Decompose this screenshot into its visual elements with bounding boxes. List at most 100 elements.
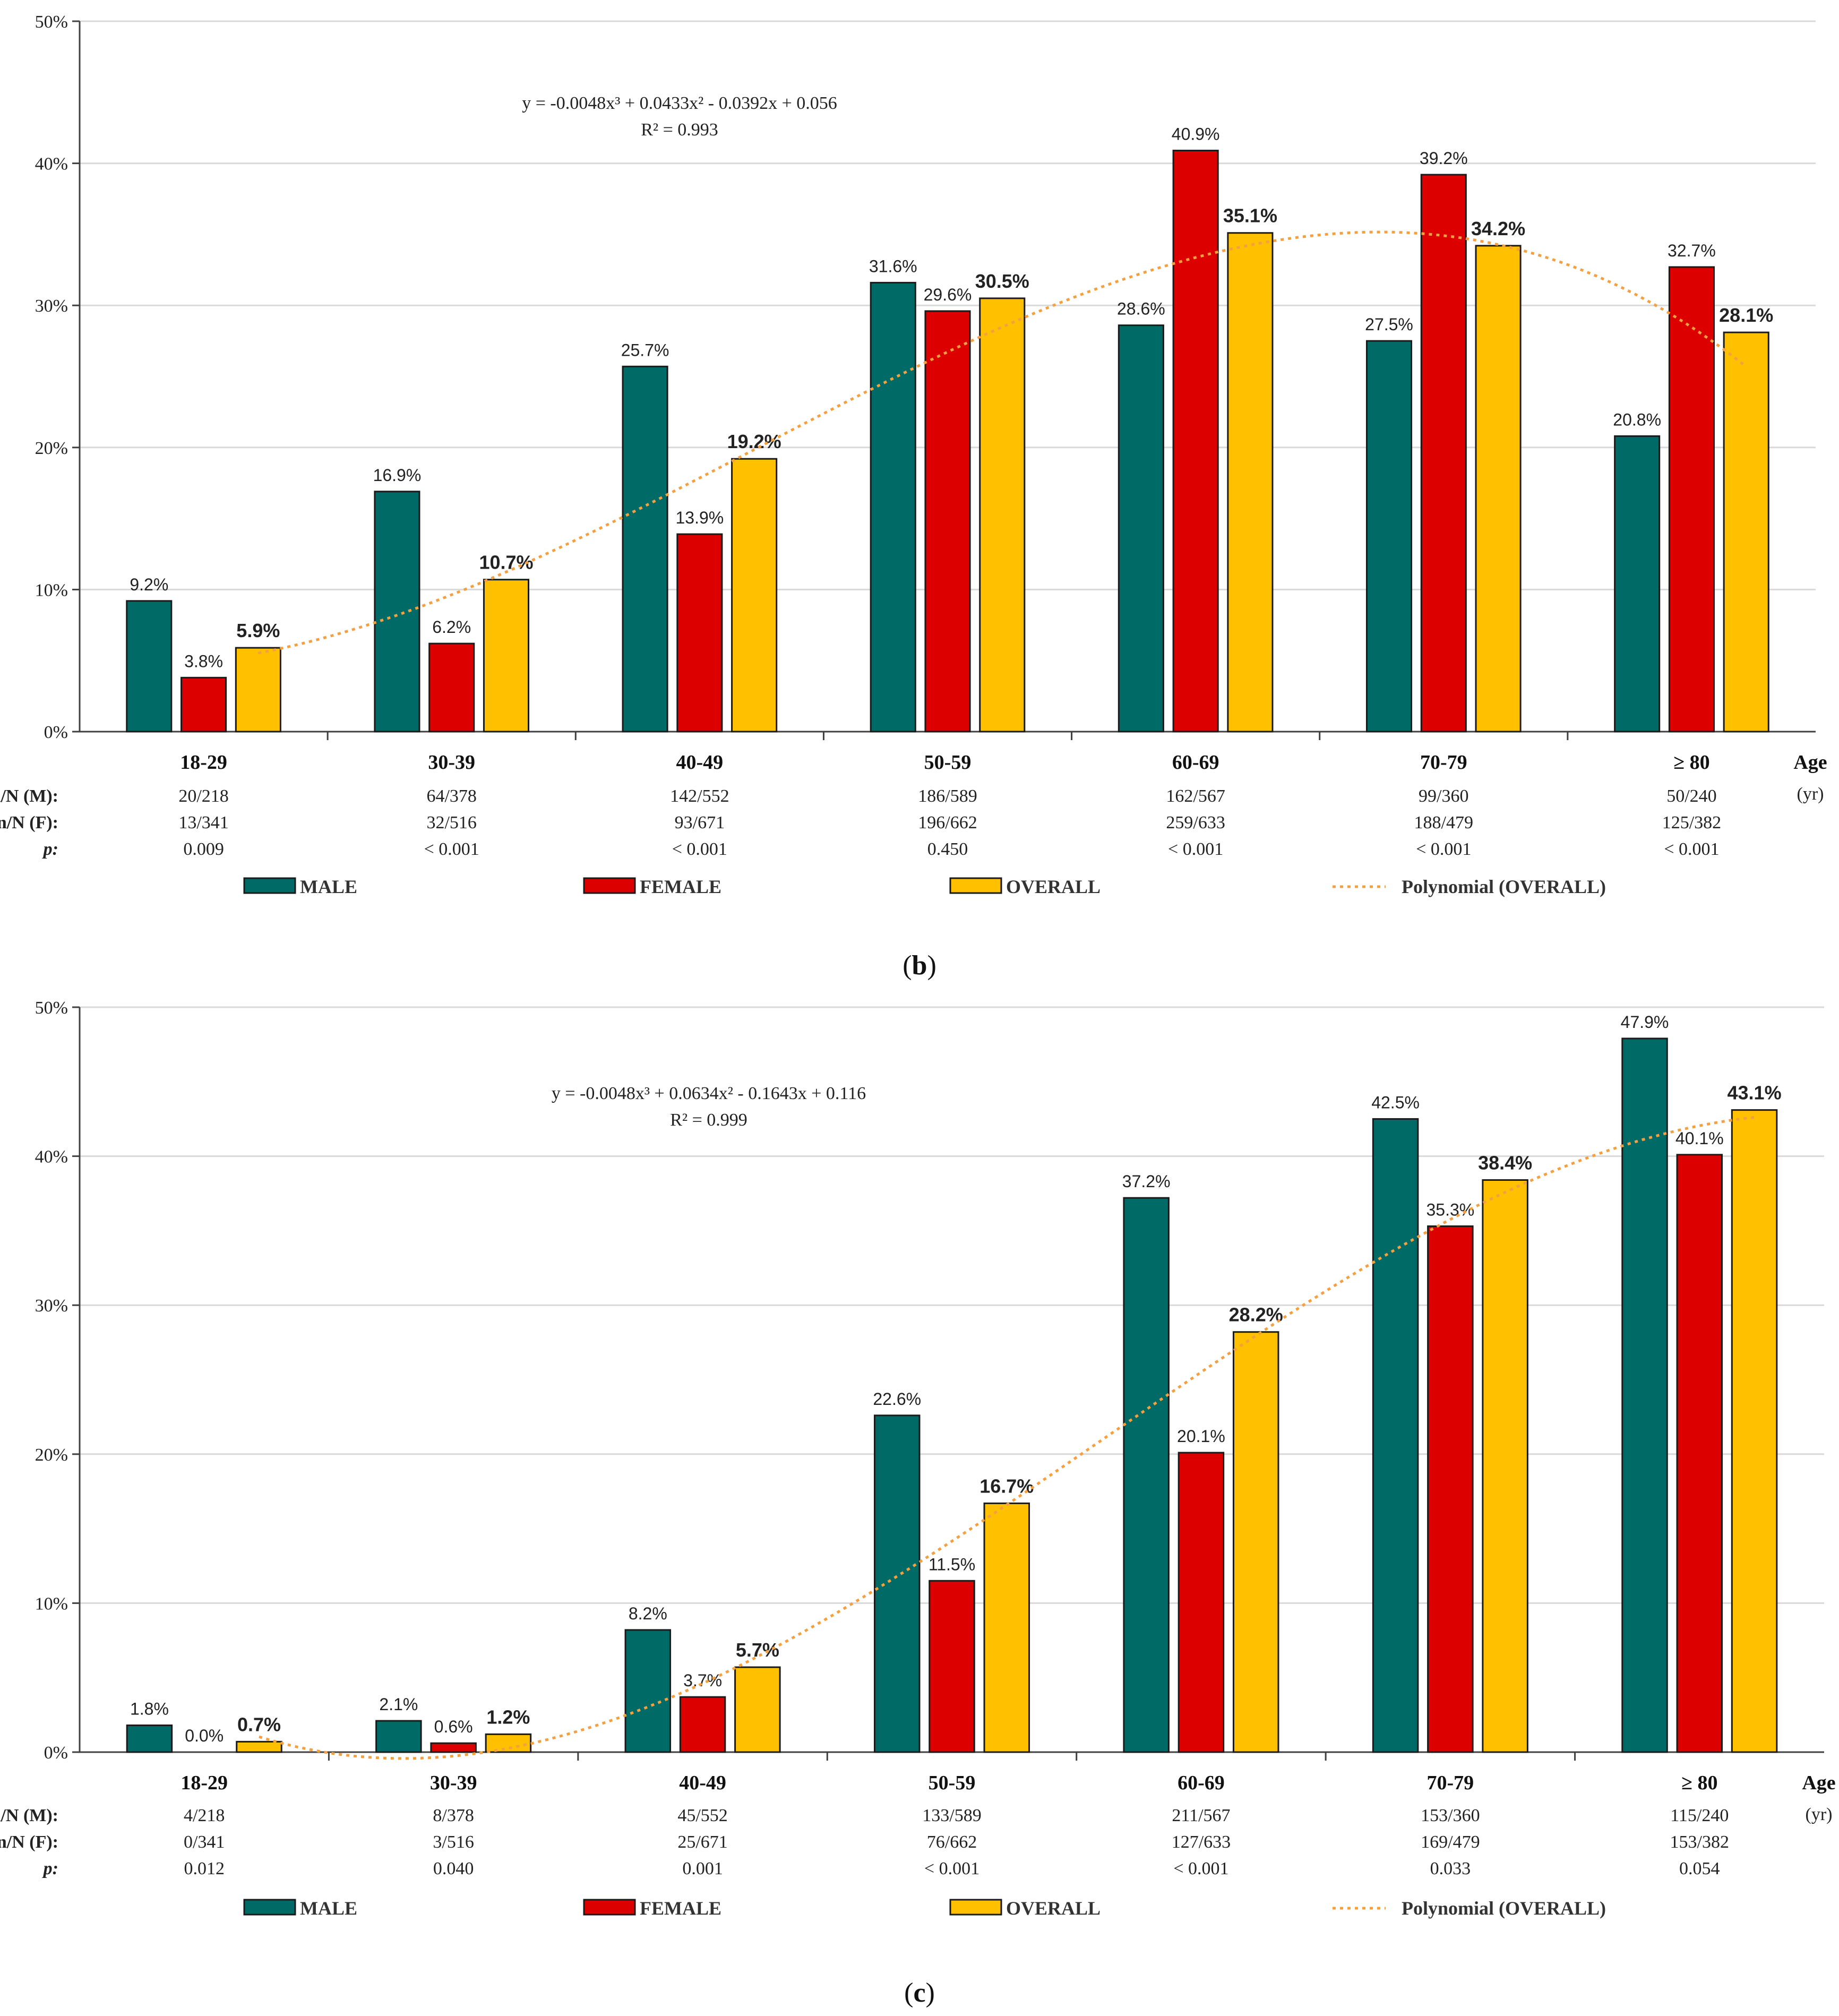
bar-female-0 [181,676,227,733]
data-label-male-4: 37.2% [1122,1172,1171,1191]
row-value-p: < 0.001 [424,839,479,859]
row-value-female: 259/633 [1166,813,1225,833]
row-value-female: 76/662 [927,1832,977,1852]
row-value-p: 0.009 [183,839,224,859]
chart-panel-b: 0% 10% 20% 30% 40% 50% 9.2% 16.9% 25.7% 31.6% 28.6… [0,12,1827,981]
data-label-overall-2: 5.7% [736,1639,779,1661]
y-tick-label: 10% [35,1594,68,1614]
caption-letter: b [912,950,927,981]
data-label-female-3: 29.6% [924,285,972,304]
bar-female-1 [428,642,475,733]
x-axis-unit: (yr) [1797,784,1824,804]
x-category-label: 70-79 [1427,1772,1474,1794]
row-value-p: < 0.001 [1664,839,1719,859]
x-category-label: 18-29 [181,1772,228,1794]
trendline-overall [257,230,1747,655]
row-value-female: 127/633 [1172,1832,1231,1852]
bar-female-5 [1427,1225,1474,1753]
row-value-male: 45/552 [677,1806,727,1825]
bar-overall-5 [1475,245,1522,733]
bar-female-6 [1668,266,1715,733]
y-tick-label: 50% [35,998,68,1018]
data-label-female-4: 40.9% [1172,125,1220,144]
data-label-overall-0: 5.9% [236,620,280,641]
row-value-female: 153/382 [1670,1832,1729,1852]
bar-male-6 [1621,1037,1668,1753]
data-label-overall-5: 38.4% [1478,1152,1532,1173]
x-category-label: ≥ 80 [1681,1772,1717,1794]
row-value-male: 99/360 [1419,786,1468,806]
bar-overall-6 [1723,331,1769,733]
data-label-female-0: 3.8% [184,651,223,671]
legend-swatch-male [243,1899,296,1916]
bar-male-1 [374,491,420,733]
row-value-male: 8/378 [433,1806,474,1825]
y-tick-label: 20% [35,439,68,458]
row-label-p: p: [42,1859,58,1878]
bar-female-6 [1676,1154,1723,1753]
data-label-male-3: 31.6% [869,256,917,276]
y-tick-label: 50% [35,12,68,32]
row-value-male: 64/378 [426,786,476,806]
bar-male-6 [1614,435,1661,733]
data-label-male-2: 8.2% [629,1604,667,1623]
bar-female-1 [430,1742,477,1753]
y-tick-label: 40% [35,1147,68,1167]
data-label-female-2: 13.9% [675,508,724,527]
bar-overall-4 [1227,232,1274,733]
row-label-male: n/N (M): [0,1806,58,1825]
data-label-female-6: 40.1% [1675,1129,1724,1148]
bar-overall-3 [979,297,1026,733]
row-value-p: < 0.001 [672,839,727,859]
data-label-overall-1: 10.7% [479,552,533,573]
data-label-male-5: 42.5% [1371,1093,1420,1112]
x-axis-unit: (yr) [1806,1805,1833,1824]
row-value-female: 0/341 [184,1832,225,1852]
data-label-overall-5: 34.2% [1471,218,1525,239]
bar-male-4 [1123,1197,1170,1753]
row-value-female: 188/479 [1414,813,1473,833]
x-category-label: ≥ 80 [1673,751,1709,774]
y-tick-label: 30% [35,296,68,316]
legend-label-trend: Polynomial (OVERALL) [1402,876,1606,897]
row-value-female: 25/671 [677,1832,727,1852]
bar-male-4 [1118,324,1164,733]
data-label-male-3: 22.6% [873,1389,921,1409]
data-label-female-6: 32.7% [1668,241,1716,260]
row-value-p: < 0.001 [924,1859,979,1878]
data-label-female-5: 35.3% [1426,1200,1474,1219]
y-tick-label: 0% [44,723,68,742]
bar-female-2 [676,533,723,733]
trend-r-squared: R² = 0.999 [670,1110,747,1130]
row-value-p: 0.001 [682,1859,723,1878]
bar-overall-6 [1731,1109,1778,1753]
row-value-female: 125/382 [1662,813,1721,833]
row-value-p: < 0.001 [1173,1859,1228,1878]
trend-r-squared: R² = 0.993 [641,120,718,140]
bar-male-5 [1365,340,1413,733]
data-label-male-0: 1.8% [130,1699,169,1718]
data-label-male-6: 47.9% [1621,1013,1669,1032]
x-category-label: 30-39 [428,751,475,774]
row-value-p: 0.012 [184,1859,225,1878]
row-value-female: 3/516 [433,1832,474,1852]
row-value-female: 32/516 [426,813,476,833]
data-label-female-3: 11.5% [929,1555,975,1574]
caption-close: ) [927,950,936,981]
data-label-overall-6: 28.1% [1719,304,1773,326]
bar-overall-1 [483,579,530,733]
row-value-p: < 0.001 [1416,839,1471,859]
y-tick-label: 20% [35,1445,68,1465]
bar-male-2 [622,365,668,733]
chart-panel-c: 0% 10% 20% 30% 40% 50% 1.8% 2.1% 8.2% 22.6% 37.2% 4… [0,998,1836,2008]
row-value-male: 4/218 [184,1806,225,1825]
bar-female-5 [1420,174,1467,733]
legend-label-male: MALE [300,1898,357,1919]
bar-overall-4 [1232,1331,1279,1753]
x-category-label: 30-39 [430,1772,477,1794]
data-label-overall-1: 1.2% [486,1706,530,1728]
legend-label-female: FEMALE [640,1898,721,1919]
data-label-male-5: 27.5% [1365,315,1413,334]
bar-male-0 [126,1724,173,1753]
